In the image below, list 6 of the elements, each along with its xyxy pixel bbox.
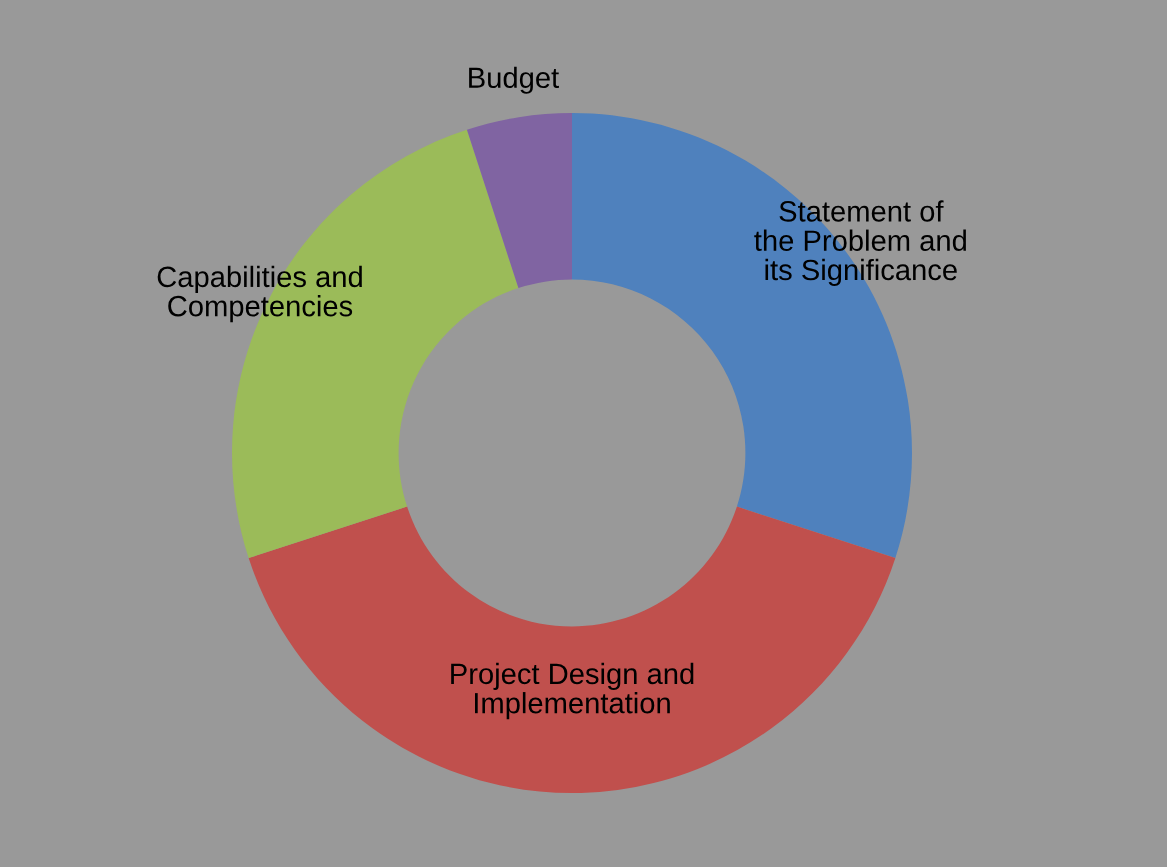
slice-label: Budget bbox=[469, 66, 559, 94]
donut-slice bbox=[248, 506, 896, 793]
slice-label: Capabilities and Competencies bbox=[157, 265, 362, 323]
slice-label: Statement of the Problem and its Significance bbox=[754, 200, 966, 287]
slice-label: Project Design and Implementation bbox=[451, 662, 694, 720]
donut-slice bbox=[466, 113, 572, 289]
